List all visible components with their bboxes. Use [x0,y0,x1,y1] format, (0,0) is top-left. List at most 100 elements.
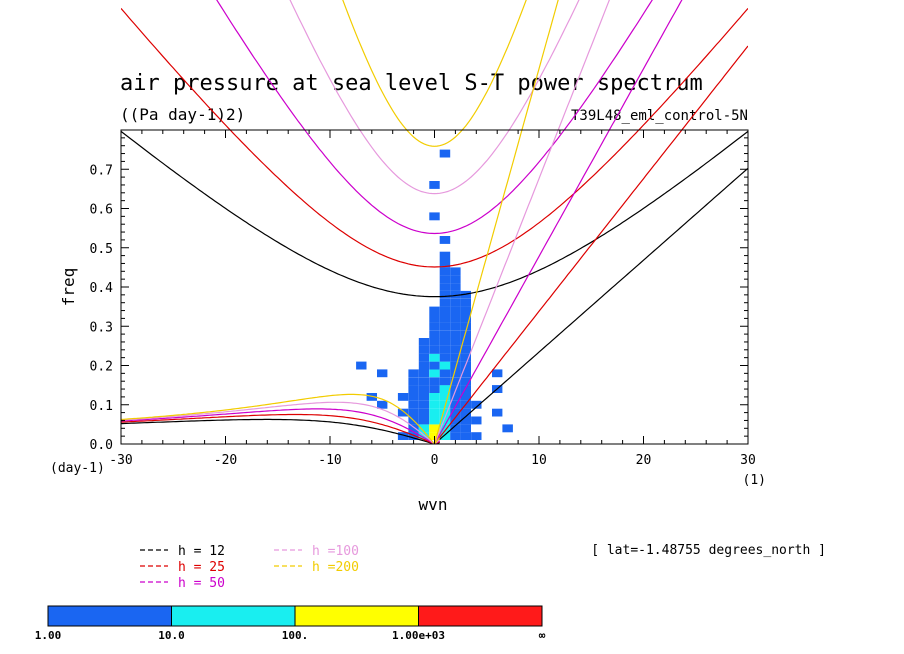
legend-label: h = 25 [178,560,225,575]
spectrum-cell [408,400,419,409]
spectrum-cell [439,424,451,433]
spectrum-cell [460,306,471,315]
spectrum-cell [429,408,440,417]
colorbar-label: 1.00e+03 [392,629,445,642]
spectrum-cell [460,353,471,362]
spectrum-cell [408,393,419,401]
spectrum-cell [450,377,461,386]
x-axis-label: wvn [419,495,448,514]
spectrum-cell [439,283,451,291]
legend-label: h = 50 [178,576,225,591]
spectrum-cell [439,353,451,362]
colorbar-label: 1.00 [35,629,62,642]
spectrum-cell [439,432,451,440]
spectrum-cell [460,408,471,417]
spectrum-cell [450,416,461,425]
spectrum-cell [429,416,440,425]
units-label: ((Pa day-1)2) [120,105,245,124]
spectrum-cell [460,424,471,433]
spectrum-cell [450,267,461,276]
colorbar-label: 100. [282,629,309,642]
dispersion-curve-rossby [121,418,440,444]
spectrum-cell [429,377,440,386]
dispersion-curve-kelvin [434,45,748,444]
colorbar-swatch [418,605,543,627]
y-axis-label: freq [59,268,78,307]
spectrum-cell [460,298,471,307]
spectrum-cell [450,369,461,378]
spectrum-cell [397,393,409,401]
y-tick-label: 0.4 [90,281,114,296]
spectrum-cell [439,408,451,417]
spectrum-cell [450,424,461,433]
spectrum-cell [460,330,471,339]
spectrum-cell [450,314,461,323]
spectrum-cell [450,290,461,299]
spectrum-cell [439,338,451,346]
spectrum-cell [450,400,461,409]
spectrum-cell [429,345,440,354]
legend-label: h =200 [312,560,359,575]
spectrum-cell [439,149,451,158]
y-tick-label: 0.3 [90,320,113,335]
spectrum-cell [460,416,471,425]
spectrum-cell [418,416,430,425]
x-tick-label: -20 [214,453,237,468]
y-tick-label: 0.7 [90,163,113,178]
spectrum-cell [418,408,430,417]
spectrum-cell [460,322,471,331]
colorbar-label: 10.0 [158,629,185,642]
spectrum-cell [408,408,419,417]
y-tick-label: 0.1 [90,399,113,414]
spectrum-cell [429,330,440,339]
dispersion-curve-kelvin [434,167,748,444]
spectrum-cell [450,283,461,291]
spectrum-cell [429,314,440,323]
spectrum-cell [377,400,388,409]
spectrum-cell [439,416,451,425]
legend-label: h = 12 [178,544,225,559]
spectrum-cell [408,424,419,433]
spectrum-cell [418,369,430,378]
y-tick-label: 0.0 [90,438,113,453]
spectrum-cell [439,259,451,268]
spectrum-cell [460,393,471,401]
run-label: T39L48_eml_control-5N [571,108,748,124]
spectrum-cell [439,385,451,393]
colorbar-swatch [294,605,419,627]
spectrum-cell [418,353,430,362]
spectrum-cell [450,432,461,440]
spectrum-cell [450,393,461,401]
spectrum-cell [450,338,461,346]
x-unit-label: (1) [743,473,766,488]
colorbar: 1.00 10.0 100. 1.00e+03 ∞ [35,605,546,642]
spectrum-cell [429,361,440,370]
spectrum-cell [502,424,513,433]
dispersion-curve-ig [216,0,653,235]
dispersion-curve-rossby [121,408,440,444]
spectrum-cell [418,338,430,346]
y-tick-label: 0.5 [90,242,113,257]
spectrum-cell [439,377,451,386]
spectrum-cell [408,377,419,386]
spectrum-cell [429,322,440,331]
spectrum-cell [418,385,430,393]
spectrum-cell [450,385,461,393]
dispersion-curve-ig [289,0,580,195]
dispersion-curve-kelvin [433,0,683,444]
spectrum-cell [450,345,461,354]
spectrum-cell [471,400,482,409]
spectrum-cell [439,345,451,354]
spectrum-cell [418,345,430,354]
spectrum-cell [492,369,503,378]
spectrum-cell [439,306,451,315]
chart-title: air pressure at sea level S-T power spec… [120,71,703,96]
axis-ticks: -30 -20 -10 0 10 20 30 0.0 0.1 0.2 0.3 0.4 0.5 0.6 0.7 [90,130,756,468]
spectrum-cell [418,432,430,440]
spectrum-cell [450,353,461,362]
spectrum-cell [439,393,451,401]
spectrum-cell [429,393,440,401]
spectrum-cell [418,424,430,433]
